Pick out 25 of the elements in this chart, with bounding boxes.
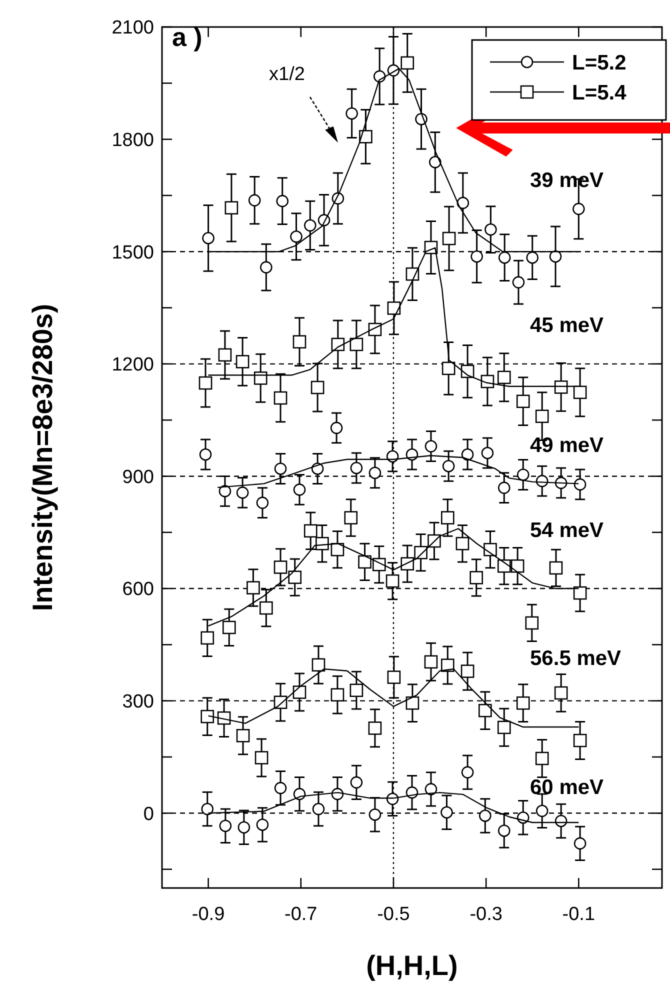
annotation: x1/2 [269,64,305,85]
x-axis-title: (H,H,L) [366,950,458,981]
annotation: 60 meV [530,776,604,799]
annotation: a ) [172,22,202,52]
annotation: 49 meV [530,434,604,457]
y-tick-label: 2100 [112,18,154,39]
annotation: 56.5 meV [530,647,622,670]
y-tick-label: 1200 [112,354,154,376]
x-tick-label: -0.1 [562,904,596,925]
x-tick-label: -0.7 [284,904,318,925]
x-tick-label: -0.3 [470,904,502,925]
y-axis-title: Intensity(Mn=8e3/280s) [27,304,58,612]
legend-label: L=5.4 [572,81,627,104]
y-tick-label: 0 [143,804,154,825]
x-tick-label: -0.9 [192,904,225,925]
y-tick-label: 600 [122,579,154,600]
y-tick-label: 900 [122,466,154,488]
x-tick-label: -0.5 [377,904,410,925]
annotation: 54 meV [530,519,604,542]
annotation: 39 meV [530,169,604,192]
annotation: 45 meV [530,314,604,337]
y-tick-label: 300 [122,691,154,712]
legend-label: L=5.2 [572,51,626,74]
y-tick-label: 1800 [112,130,154,151]
y-tick-label: 1500 [112,242,154,264]
